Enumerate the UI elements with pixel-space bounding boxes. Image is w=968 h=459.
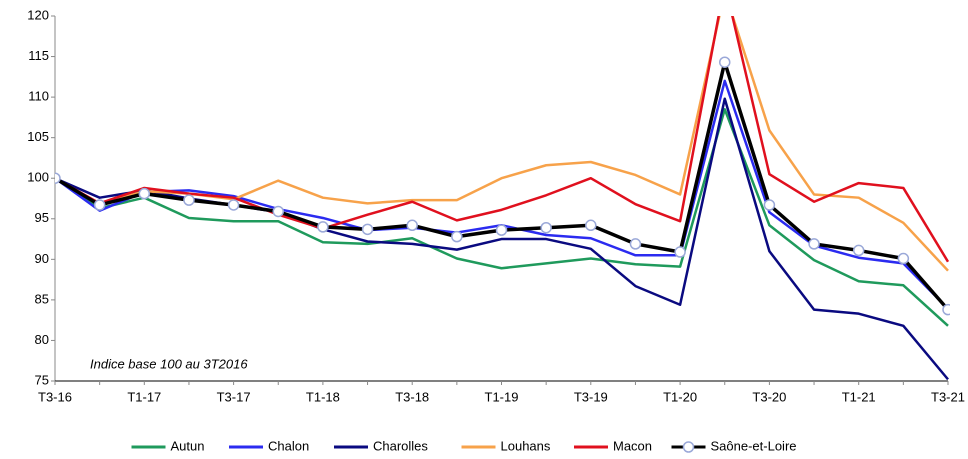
legend-marker xyxy=(682,441,695,453)
series-marker xyxy=(540,221,552,234)
legend-label: Charolles xyxy=(373,438,428,453)
series-marker xyxy=(317,221,329,233)
legend-label: Saône-et-Loire xyxy=(711,438,797,453)
y-tick-label: 95 xyxy=(35,210,49,225)
series-marker xyxy=(763,199,776,211)
x-tick-label: T1-21 xyxy=(842,389,876,404)
x-tick-label: T3-17 xyxy=(217,389,251,404)
series-marker xyxy=(451,230,463,243)
series-marker xyxy=(406,219,418,232)
legend-label: Chalon xyxy=(268,438,309,453)
series-line xyxy=(55,60,950,311)
plot-area xyxy=(55,16,950,381)
annotation: Indice base 100 au 3T2016 xyxy=(90,356,248,371)
series-marker xyxy=(93,199,106,211)
series-marker xyxy=(183,194,195,206)
y-tick-label: 105 xyxy=(27,129,49,144)
x-tick-label: T1-17 xyxy=(127,389,161,404)
x-tick-label: T3-21 xyxy=(931,389,965,404)
y-tick-label: 85 xyxy=(35,291,49,306)
x-tick-label: T1-19 xyxy=(485,389,519,404)
y-tick-label: 80 xyxy=(35,332,49,347)
series-line xyxy=(55,16,950,263)
legend-label: Macon xyxy=(613,438,652,453)
x-tick-label: T3-20 xyxy=(752,389,786,404)
series-marker xyxy=(719,56,731,68)
y-tick-label: 120 xyxy=(27,7,49,22)
x-tick-label: T1-20 xyxy=(663,389,697,404)
series-marker xyxy=(55,172,61,184)
y-tick-label: 115 xyxy=(28,48,49,63)
series-line xyxy=(55,108,949,327)
series-marker xyxy=(495,224,508,236)
y-tick-label: 110 xyxy=(28,89,49,104)
series-marker xyxy=(138,187,151,200)
x-tick-label: T3-18 xyxy=(395,389,429,404)
series-marker xyxy=(272,205,284,218)
series-marker xyxy=(227,199,240,211)
y-tick-label: 75 xyxy=(35,372,49,387)
series-marker xyxy=(629,238,642,250)
series-marker xyxy=(808,238,820,250)
legend-label: Louhans xyxy=(501,438,551,453)
series-marker xyxy=(585,219,597,232)
x-tick-label: T1-18 xyxy=(306,389,340,404)
x-tick-label: T3-16 xyxy=(38,389,72,404)
y-tick-label: 90 xyxy=(35,251,49,266)
x-tick-label: T3-19 xyxy=(574,389,608,404)
legend-label: Autun xyxy=(171,438,205,453)
series-marker xyxy=(852,244,865,257)
series-marker xyxy=(897,252,910,265)
series-marker xyxy=(361,223,374,236)
series-marker xyxy=(674,246,686,258)
series-marker xyxy=(942,303,950,316)
y-tick-label: 100 xyxy=(27,170,49,185)
